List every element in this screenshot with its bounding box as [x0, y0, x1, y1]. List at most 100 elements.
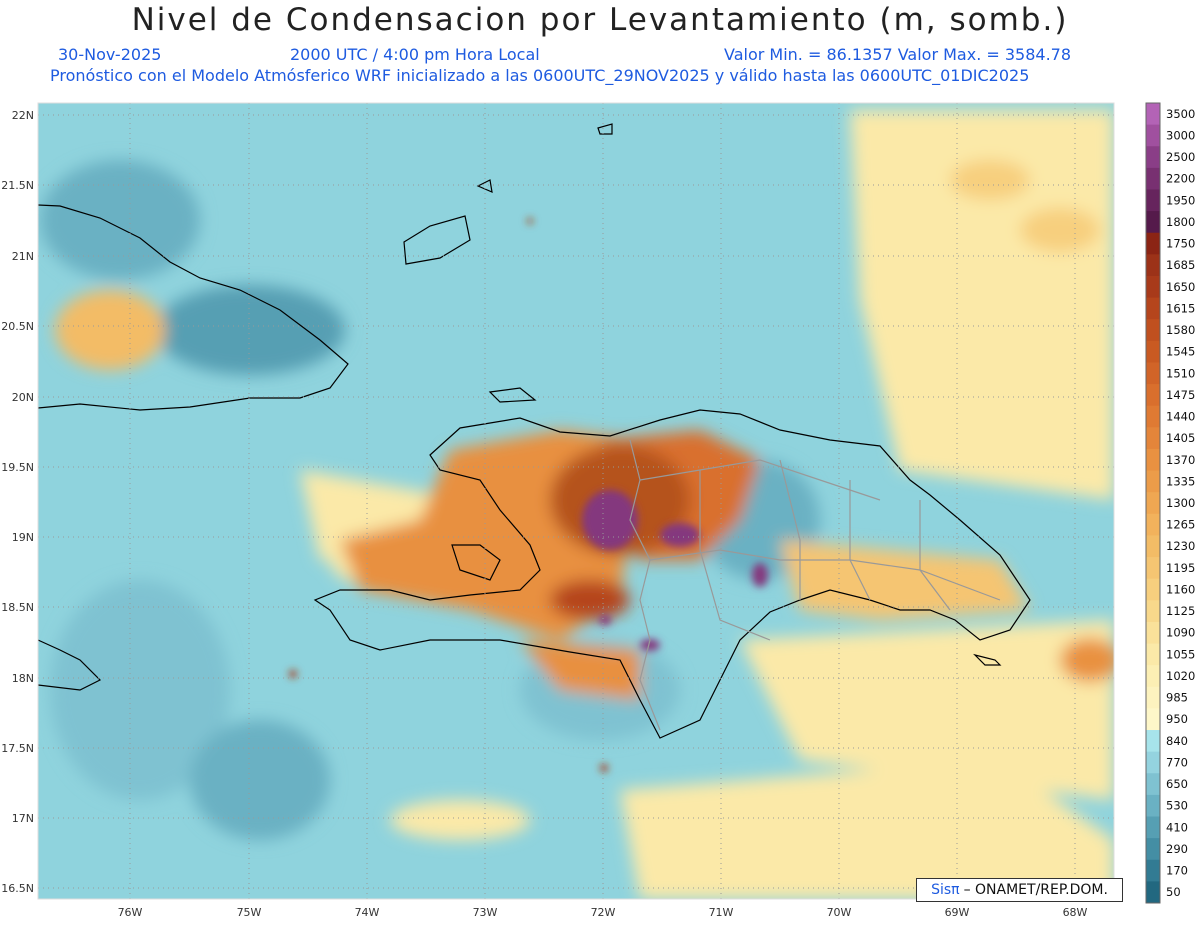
colorbar-swatch: [1146, 881, 1160, 904]
colorbar-label: 1800: [1166, 215, 1195, 229]
forecast-time: 2000 UTC / 4:00 pm Hora Local: [290, 45, 540, 64]
colorbar-label: 1685: [1166, 258, 1195, 272]
colorbar-swatch: [1146, 254, 1160, 277]
colorbar-swatch: [1146, 557, 1160, 580]
lat-label: 19N: [12, 531, 34, 544]
colorbar-label: 1650: [1166, 280, 1195, 294]
colorbar-label: 50: [1166, 885, 1181, 899]
colorbar-label: 1510: [1166, 366, 1195, 380]
colorbar-swatch: [1146, 492, 1160, 515]
colorbar-label: 1020: [1166, 669, 1195, 683]
colorbar-swatch: [1146, 362, 1160, 385]
colorbar-swatch: [1146, 167, 1160, 190]
lat-label: 17.5N: [1, 742, 34, 755]
colorbar-label: 170: [1166, 864, 1188, 878]
chart-title: Nivel de Condensacion por Levantamiento …: [131, 2, 1069, 38]
colorbar-label: 1750: [1166, 237, 1195, 251]
colorbar-label: 1475: [1166, 388, 1195, 402]
colorbar-label: 1160: [1166, 582, 1195, 596]
colorbar-swatch: [1146, 600, 1160, 623]
colorbar-label: 1580: [1166, 323, 1195, 337]
lat-label: 21.5N: [1, 179, 34, 192]
colorbar-swatch: [1146, 730, 1160, 753]
colorbar-swatch: [1146, 665, 1160, 688]
colorbar-label: 290: [1166, 842, 1188, 856]
lat-label: 18.5N: [1, 601, 34, 614]
colorbar-label: 950: [1166, 712, 1188, 726]
colorbar-swatch: [1146, 384, 1160, 407]
lat-axis: 22N 21.5N 21N 20.5N 20N 19.5N 19N 18.5N …: [1, 109, 34, 895]
colorbar: 3500 3000 2500 2200 1950 1800 1750 1685 1650 1615…: [1145, 102, 1195, 904]
lon-label: 73W: [473, 906, 498, 919]
colorbar-label: 1300: [1166, 496, 1195, 510]
colorbar-swatch: [1146, 708, 1160, 731]
colorbar-swatch: [1146, 470, 1160, 493]
lon-label: 71W: [709, 906, 734, 919]
colorbar-swatch: [1146, 686, 1160, 709]
colorbar-swatch: [1146, 103, 1160, 126]
colorbar-swatch: [1146, 189, 1160, 212]
coastlines: [38, 123, 1031, 739]
colorbar-swatch: [1146, 146, 1160, 169]
colorbar-label: 1950: [1166, 193, 1195, 207]
lon-label: 72W: [591, 906, 616, 919]
lon-label: 76W: [118, 906, 143, 919]
colorbar-label: 3000: [1166, 128, 1195, 142]
colorbar-label: 1335: [1166, 474, 1195, 488]
lon-label: 68W: [1063, 906, 1088, 919]
colorbar-frame: [1145, 102, 1161, 904]
colorbar-swatch: [1146, 816, 1160, 839]
colorbar-label: 1125: [1166, 604, 1195, 618]
lat-label: 20.5N: [1, 320, 34, 333]
colorbar-swatch: [1146, 513, 1160, 536]
colorbar-label: 1195: [1166, 561, 1195, 575]
colorbar-label: 410: [1166, 820, 1188, 834]
colorbar-label: 2200: [1166, 172, 1195, 186]
lon-axis: 76W 75W 74W 73W 72W 71W 70W 69W 68W: [118, 906, 1088, 919]
colorbar-swatch: [1146, 643, 1160, 666]
colorbar-swatch: [1146, 859, 1160, 882]
field-regions: [40, 110, 1114, 899]
colorbar-swatch: [1146, 773, 1160, 796]
colorbar-label: 1370: [1166, 453, 1195, 467]
colorbar-label: 985: [1166, 691, 1188, 705]
colorbar-label: 2500: [1166, 150, 1195, 164]
province-borders: [629, 439, 1001, 731]
colorbar-swatch: [1146, 794, 1160, 818]
colorbar-swatch: [1146, 535, 1160, 558]
colorbar-swatch: [1146, 124, 1160, 147]
colorbar-swatch: [1146, 211, 1160, 234]
colorbar-label: 1055: [1166, 647, 1195, 661]
lon-label: 69W: [945, 906, 970, 919]
colorbar-label: 1230: [1166, 539, 1195, 553]
colorbar-label: 770: [1166, 755, 1188, 769]
lon-label: 75W: [237, 906, 262, 919]
colorbar-swatch: [1146, 621, 1160, 645]
colorbar-swatch: [1146, 448, 1160, 472]
forecast-date: 30-Nov-2025: [58, 45, 162, 64]
lat-label: 18N: [12, 672, 34, 685]
lon-label: 70W: [827, 906, 852, 919]
colorbar-label: 3500: [1166, 107, 1195, 121]
colorbar-swatch: [1146, 578, 1160, 601]
colorbar-swatch: [1146, 297, 1160, 320]
colorbar-swatch: [1146, 838, 1160, 861]
colorbar-label: 1090: [1166, 626, 1195, 640]
colorbar-label: 1440: [1166, 410, 1195, 424]
colorbar-swatch: [1146, 275, 1160, 299]
colorbar-label: 1545: [1166, 345, 1195, 359]
lon-label: 74W: [355, 906, 380, 919]
lat-label: 20N: [12, 391, 34, 404]
colorbar-swatch: [1146, 427, 1160, 450]
colorbar-label: 1265: [1166, 518, 1195, 532]
colorbar-label: 840: [1166, 734, 1188, 748]
colorbar-label: 530: [1166, 799, 1188, 813]
model-subtitle: Pronóstico con el Modelo Atmósferico WRF…: [50, 66, 1030, 85]
min-max-values: Valor Min. = 86.1357 Valor Max. = 3584.7…: [724, 45, 1072, 64]
high-lcl-cores: [289, 218, 768, 772]
colorbar-swatch: [1146, 405, 1160, 428]
colorbar-label: 650: [1166, 777, 1188, 791]
lat-label: 22N: [12, 109, 34, 122]
lat-label: 19.5N: [1, 461, 34, 474]
